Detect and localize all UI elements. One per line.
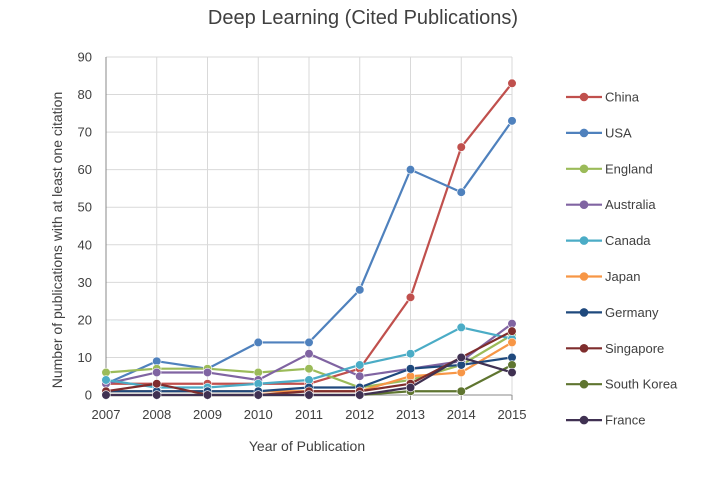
legend-item-england: England	[566, 161, 653, 176]
legend-item-south-korea: South Korea	[566, 377, 678, 392]
y-tick-label: 30	[78, 275, 92, 290]
legend-label: Japan	[605, 269, 640, 284]
legend-item-china: China	[566, 90, 640, 105]
legend-marker	[579, 236, 589, 245]
data-point-france	[456, 352, 466, 363]
data-point-france	[405, 382, 416, 393]
data-point-china	[456, 142, 466, 152]
legend-item-canada: Canada	[566, 233, 651, 248]
y-tick-label: 70	[78, 125, 92, 140]
legend-item-japan: Japan	[566, 269, 640, 284]
legend-label: France	[605, 413, 645, 428]
legend-marker	[579, 344, 589, 353]
legend-item-australia: Australia	[566, 197, 656, 212]
legend-label: Singapore	[605, 341, 664, 356]
data-point-china	[507, 78, 517, 88]
legend-marker	[579, 92, 589, 102]
data-point-usa	[304, 337, 314, 348]
x-tick-label: 2014	[447, 407, 476, 422]
legend-label: Australia	[605, 197, 656, 212]
x-tick-label: 2008	[142, 407, 171, 422]
data-point-usa	[253, 337, 263, 348]
data-point-france	[152, 390, 162, 400]
data-point-australia	[202, 367, 213, 378]
legend-marker	[579, 272, 589, 281]
data-point-france	[101, 390, 111, 400]
legend-item-germany: Germany	[566, 305, 659, 320]
legend-item-france: France	[566, 413, 645, 428]
data-point-usa	[355, 285, 365, 295]
data-point-singapore	[507, 326, 517, 336]
x-tick-label: 2012	[345, 407, 374, 422]
data-point-south-korea	[456, 386, 466, 396]
data-point-singapore	[152, 379, 162, 389]
data-point-australia	[355, 371, 365, 381]
data-point-usa	[507, 116, 517, 126]
x-tick-label: 2010	[244, 407, 273, 422]
data-point-australia	[152, 367, 162, 378]
legend: China USA England Australia Canada Japan Germa…	[566, 90, 678, 428]
series-france	[101, 352, 517, 400]
axes: 0 10 20 30 40 50 60 70 80 90 2007 2008 2009 2010 2011 2…	[78, 50, 527, 423]
legend-label: England	[605, 161, 653, 176]
legend-marker	[579, 164, 589, 174]
x-axis-label: Year of Publication	[249, 438, 365, 454]
data-point-germany	[405, 364, 416, 374]
data-point-france	[507, 367, 517, 378]
y-tick-label: 60	[78, 162, 92, 177]
data-point-usa	[405, 165, 416, 175]
legend-marker	[579, 415, 589, 425]
data-series	[101, 78, 517, 400]
y-tick-label: 10	[78, 350, 92, 365]
data-point-england	[304, 364, 314, 374]
data-point-japan	[507, 337, 517, 348]
legend-label: Canada	[605, 233, 651, 248]
y-tick-label: 0	[85, 388, 92, 403]
x-tick-label: 2013	[396, 407, 425, 422]
data-point-canada	[456, 322, 466, 333]
data-point-france	[355, 390, 365, 400]
y-tick-label: 40	[78, 237, 92, 252]
data-point-australia	[304, 349, 314, 359]
x-tick-label: 2007	[92, 407, 121, 422]
legend-label: China	[605, 90, 640, 105]
data-point-canada	[355, 360, 365, 370]
data-point-china	[405, 292, 416, 302]
legend-label: Germany	[605, 305, 659, 320]
legend-marker	[579, 200, 589, 209]
data-point-france	[202, 390, 213, 400]
x-tick-label: 2009	[193, 407, 222, 422]
y-axis-label: Number of publications with at least one…	[49, 92, 65, 389]
y-tick-label: 20	[78, 312, 92, 327]
legend-marker	[579, 128, 589, 138]
y-tick-label: 80	[78, 87, 92, 102]
data-point-canada	[405, 349, 416, 359]
legend-label: USA	[605, 125, 632, 140]
y-tick-label: 50	[78, 200, 92, 215]
y-tick-label: 90	[78, 50, 92, 65]
x-tick-label: 2015	[498, 407, 527, 422]
chart-title: Deep Learning (Cited Publications)	[208, 7, 518, 29]
legend-item-usa: USA	[566, 125, 632, 140]
legend-item-singapore: Singapore	[566, 341, 664, 356]
data-point-canada	[101, 375, 111, 385]
legend-marker	[579, 379, 589, 389]
x-tick-label: 2011	[295, 407, 323, 422]
legend-marker	[579, 308, 589, 317]
data-point-france	[304, 390, 314, 400]
legend-label: South Korea	[605, 377, 678, 392]
data-point-france	[253, 390, 263, 400]
data-point-usa	[456, 187, 466, 197]
